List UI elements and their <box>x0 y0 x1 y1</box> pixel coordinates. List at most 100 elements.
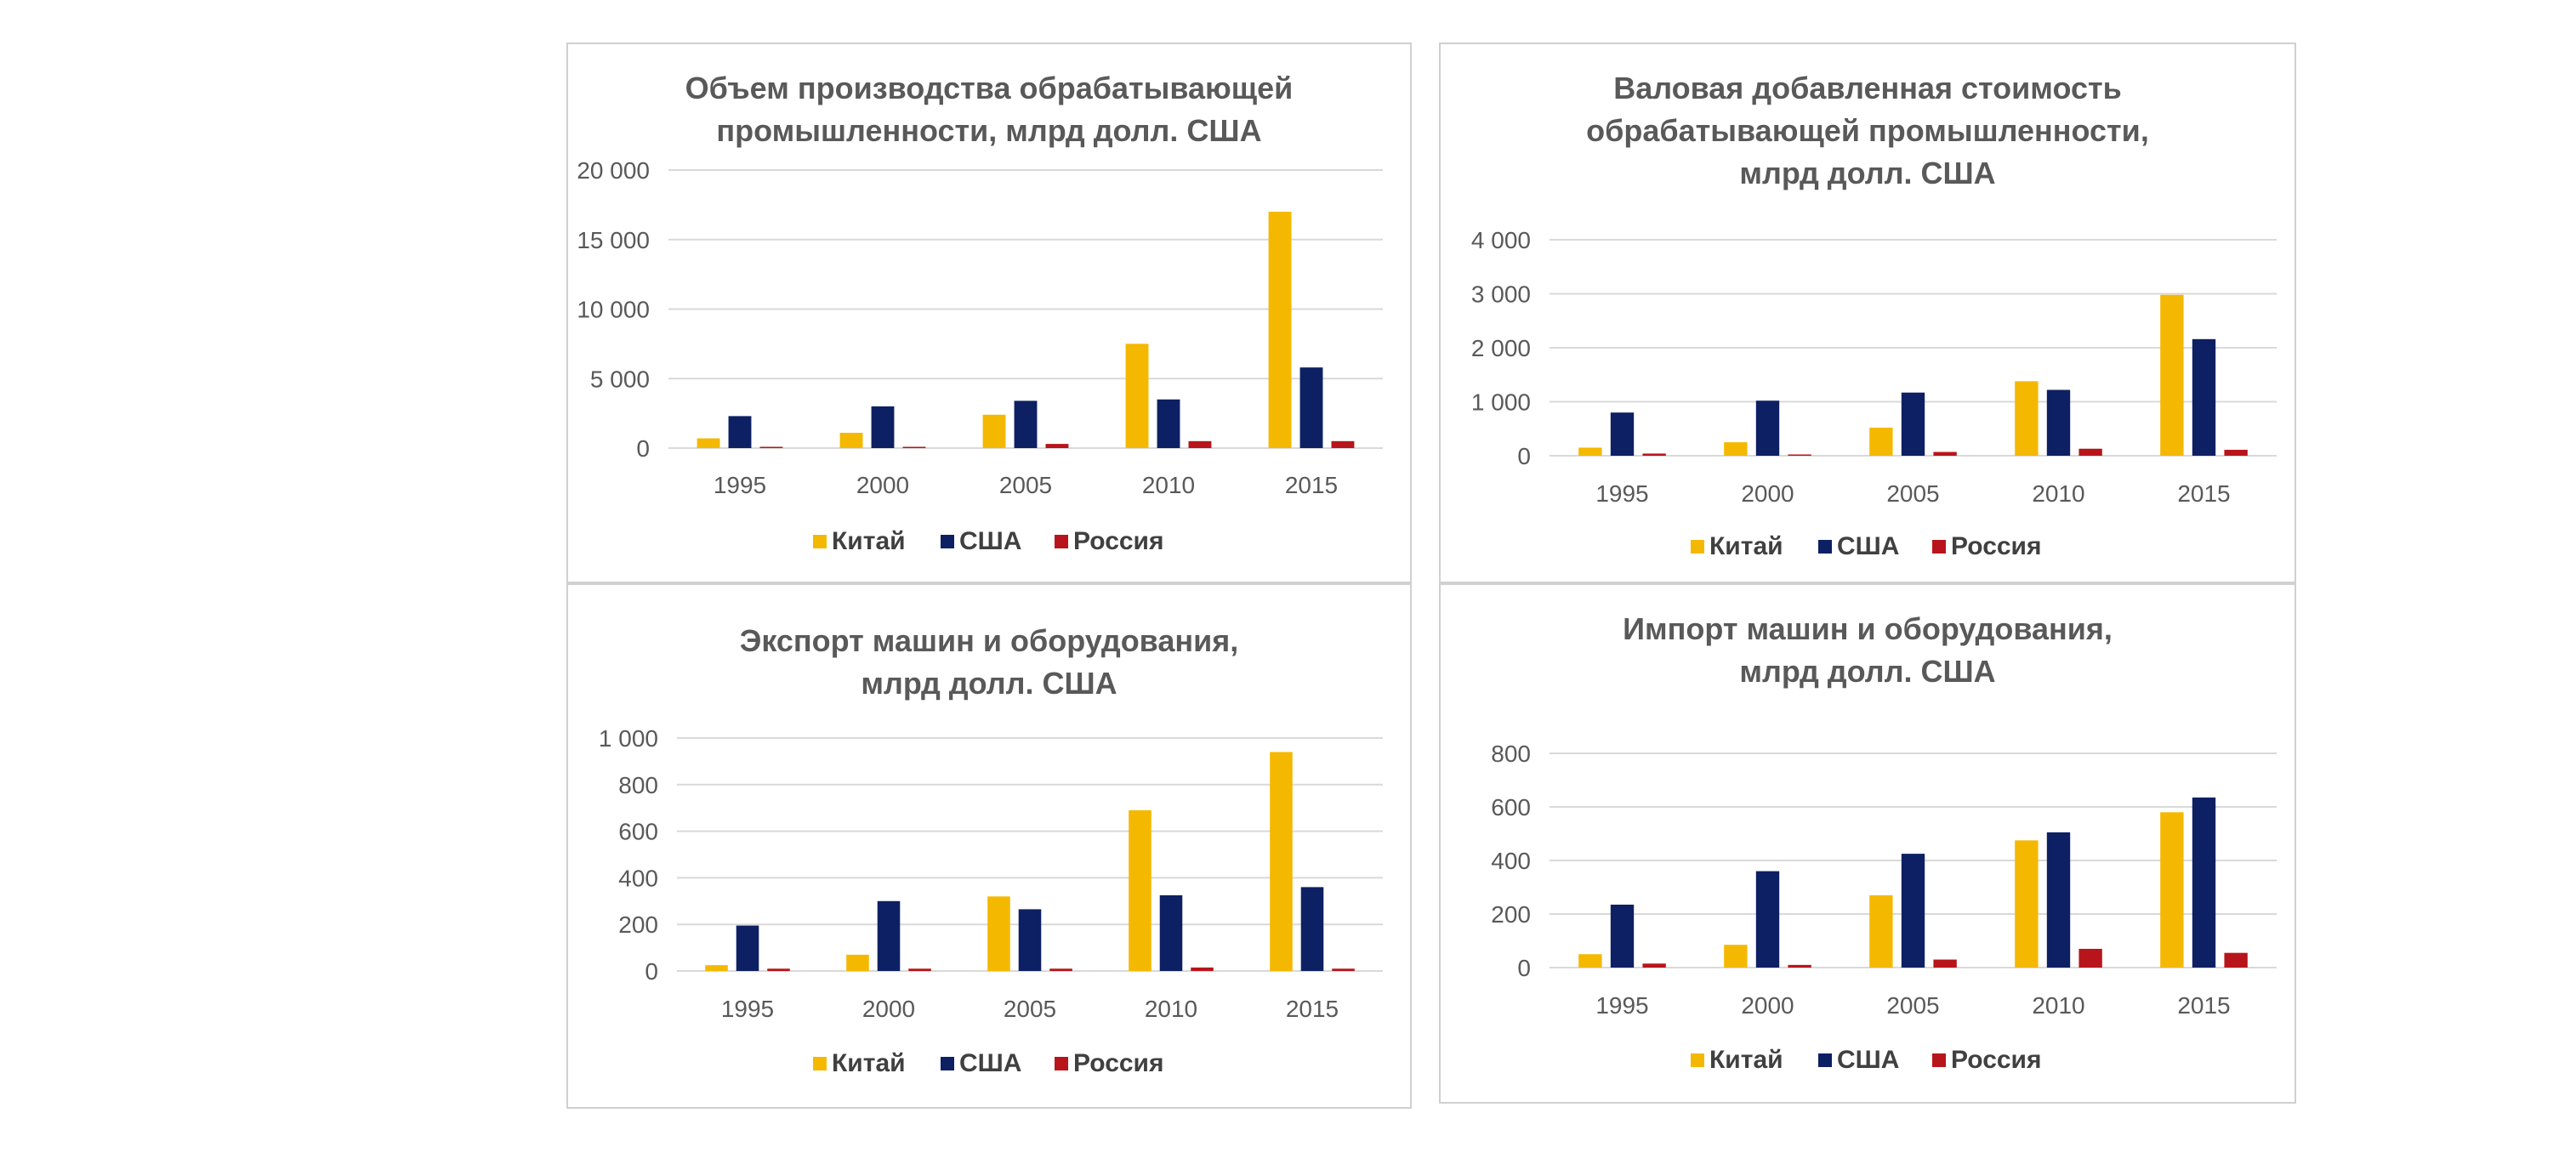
bar-russia-2015 <box>2224 450 2248 456</box>
y-tick-label: 600 <box>1491 794 1531 820</box>
bar-china-2015 <box>1270 752 1293 971</box>
plot-area: 0 1 000 2 000 3 000 4 000 1995 2000 2005 2010 201… <box>1471 227 2277 507</box>
bar-usa-2005 <box>1018 909 1042 971</box>
bar-china-2015 <box>2160 294 2184 456</box>
bar-russia-2000 <box>908 968 931 971</box>
bar-usa-1995 <box>1610 904 1635 968</box>
chart-import: Импорт машин и оборудования, млрд долл. … <box>1439 583 2296 1104</box>
x-tick-label: 1995 <box>1595 480 1648 507</box>
bar-russia-1995 <box>759 446 783 448</box>
bar-usa-2015 <box>1299 367 1323 448</box>
bar-usa-2010 <box>2046 389 2071 456</box>
bar-china-2000 <box>839 433 863 448</box>
x-tick-label: 2010 <box>1145 996 1197 1022</box>
bar-russia-2005 <box>1045 444 1069 448</box>
legend-label-usa: США <box>959 527 1021 555</box>
y-tick-label: 3 000 <box>1471 281 1531 308</box>
y-tick-label: 4 000 <box>1471 227 1531 253</box>
legend-swatch-china <box>813 1057 827 1070</box>
y-tick-label: 2 000 <box>1471 335 1531 361</box>
bar-china-2000 <box>1724 442 1748 456</box>
legend-label-russia: Россия <box>1073 527 1164 555</box>
y-tick-label: 0 <box>1517 443 1531 469</box>
bar-russia-1995 <box>1642 963 1666 968</box>
bar-usa-2000 <box>877 900 901 971</box>
legend-label-russia: Россия <box>1951 1046 2042 1074</box>
y-tick-label: 600 <box>618 819 658 845</box>
bar-russia-2010 <box>2078 448 2102 456</box>
y-tick-label: 1 000 <box>599 725 658 752</box>
legend-swatch-russia <box>1055 535 1068 548</box>
bar-china-2015 <box>2160 812 2184 968</box>
chart-title-line-2: млрд долл. США <box>861 666 1117 701</box>
x-tick-label: 2000 <box>1741 480 1794 507</box>
bar-usa-2005 <box>1014 400 1038 448</box>
plot-area: 0 200 400 600 800 1995 2000 2005 2010 2015 <box>1491 741 2277 1019</box>
x-tick-label: 2010 <box>2032 480 2084 507</box>
bar-russia-2005 <box>1049 968 1072 971</box>
bar-china-2010 <box>1129 809 1152 971</box>
legend-label-usa: США <box>959 1049 1021 1077</box>
plot-area: 0 200 400 600 800 1 000 1995 2000 2005 2010 2015 <box>599 725 1383 1022</box>
bar-russia-1995 <box>1642 453 1666 456</box>
x-tick-label: 2010 <box>2032 992 2084 1019</box>
legend-label-china: Китай <box>1709 1046 1783 1074</box>
bar-china-2005 <box>982 414 1006 448</box>
chart-panel-export: Экспорт машин и оборудования, млрд долл.… <box>566 583 1412 1109</box>
bar-china-2005 <box>987 896 1010 971</box>
x-tick-label: 2015 <box>1286 996 1339 1022</box>
x-tick-label: 2015 <box>1285 472 1338 498</box>
legend-label-china: Китай <box>832 1049 906 1077</box>
chart-title-line-1: Объем производства обрабатывающей <box>685 71 1294 105</box>
bar-russia-2000 <box>1788 454 1811 456</box>
bar-russia-2005 <box>1933 451 1957 456</box>
x-tick-label: 2010 <box>1142 472 1195 498</box>
legend-swatch-usa <box>941 1057 954 1070</box>
y-tick-label: 800 <box>1491 741 1531 767</box>
bar-china-2015 <box>1268 212 1292 449</box>
chart-title-line-1: Экспорт машин и оборудования, <box>740 623 1239 658</box>
bar-usa-2015 <box>2192 338 2216 456</box>
legend-swatch-russia <box>1055 1057 1068 1070</box>
bar-china-1995 <box>697 438 720 448</box>
bar-russia-2000 <box>1788 964 1811 968</box>
x-tick-label: 2000 <box>862 996 915 1022</box>
bar-china-2010 <box>1125 344 1149 448</box>
legend-label-usa: США <box>1837 1046 1899 1074</box>
bar-usa-2015 <box>1300 887 1324 971</box>
y-tick-label: 400 <box>1491 848 1531 874</box>
bar-russia-2015 <box>1331 440 1355 448</box>
y-tick-label: 5 000 <box>590 366 650 392</box>
y-tick-label: 1 000 <box>1471 389 1531 416</box>
y-tick-label: 800 <box>618 772 658 798</box>
y-tick-label: 400 <box>618 865 658 891</box>
chart-value-added: Валовая добавленная стоимость обрабатыва… <box>1439 43 2296 583</box>
x-tick-label: 1995 <box>1595 992 1648 1019</box>
bar-china-1995 <box>705 965 728 971</box>
bar-russia-2015 <box>1332 968 1355 971</box>
bar-usa-1995 <box>736 925 759 971</box>
bar-usa-2000 <box>1755 871 1780 968</box>
bar-china-2005 <box>1869 427 1893 456</box>
chart-title-line-3: млрд долл. США <box>1739 156 1995 190</box>
chart-title-line-2: обрабатывающей промышленности, <box>1586 113 2149 148</box>
legend-label-china: Китай <box>832 527 906 555</box>
bar-russia-2000 <box>902 446 926 448</box>
chart-export: Экспорт машин и оборудования, млрд долл.… <box>566 583 1412 1109</box>
legend-swatch-russia <box>1932 540 1946 554</box>
bar-usa-1995 <box>728 416 752 448</box>
x-tick-label: 2000 <box>1741 992 1794 1019</box>
chart-title-line-2: млрд долл. США <box>1739 654 1995 689</box>
bar-china-2010 <box>2015 840 2039 968</box>
legend: Китай США Россия <box>813 527 1164 555</box>
bar-usa-2005 <box>1901 392 1925 456</box>
bar-russia-2010 <box>2078 948 2102 968</box>
y-tick-label: 0 <box>1517 955 1531 981</box>
legend: Китай США Россия <box>1691 1046 2042 1074</box>
x-tick-label: 2000 <box>856 472 909 498</box>
y-tick-label: 15 000 <box>577 227 650 253</box>
legend-label-russia: Россия <box>1073 1049 1164 1077</box>
bar-china-1995 <box>1578 954 1602 968</box>
chart-panel-production: Объем производства обрабатывающей промыш… <box>566 43 1412 583</box>
bar-china-2000 <box>846 954 869 971</box>
